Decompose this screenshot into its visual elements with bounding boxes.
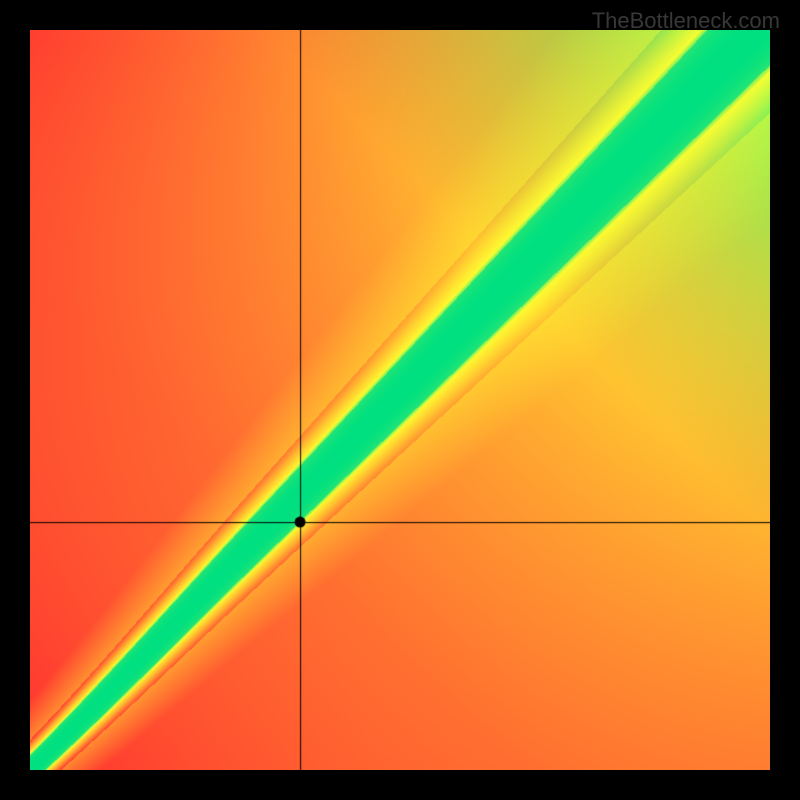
watermark-text: TheBottleneck.com	[592, 8, 780, 34]
chart-container: TheBottleneck.com	[0, 0, 800, 800]
bottleneck-heatmap	[30, 30, 770, 770]
